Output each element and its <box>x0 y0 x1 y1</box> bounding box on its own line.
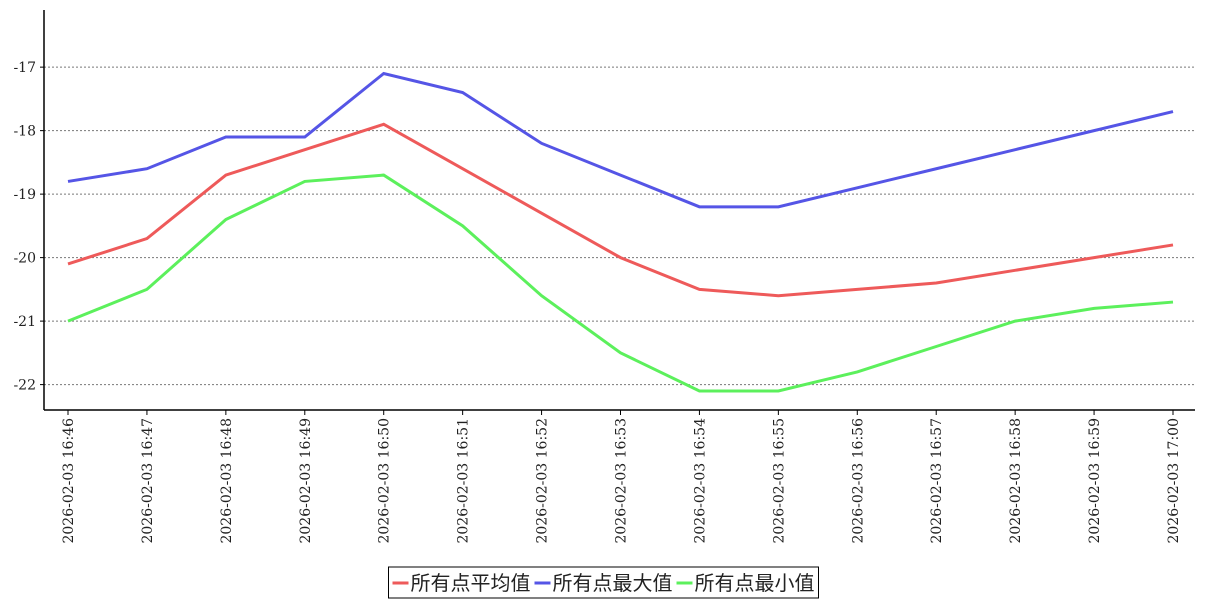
x-tick-label: 2026-02-03 16:50 <box>377 418 393 544</box>
x-tick-label: 2026-02-03 16:54 <box>692 418 708 544</box>
series-line <box>67 173 1174 393</box>
x-tick-label: 2026-02-03 16:49 <box>298 418 314 544</box>
x-tick-label: 2026-02-03 17:00 <box>1166 418 1182 544</box>
y-tick-label: -17 <box>13 60 36 76</box>
x-tick-label: 2026-02-03 16:55 <box>771 418 787 544</box>
legend: 所有点平均值 所有点最大值 所有点最小值 <box>388 566 819 599</box>
y-tick-label: -20 <box>13 251 36 267</box>
series-line <box>67 122 1174 298</box>
legend-label: 所有点最小值 <box>695 571 815 595</box>
x-tick-label: 2026-02-03 16:46 <box>61 418 77 544</box>
x-tick-label: 2026-02-03 16:58 <box>1008 418 1024 544</box>
x-tick-label: 2026-02-03 16:47 <box>140 418 156 544</box>
x-tick-label: 2026-02-03 16:56 <box>850 418 866 544</box>
y-tick-label: -19 <box>13 187 36 203</box>
x-tick-label: 2026-02-03 16:52 <box>535 418 551 544</box>
legend-label: 所有点最大值 <box>553 571 673 595</box>
x-tick-label: 2026-02-03 16:48 <box>219 418 235 544</box>
x-tick-label: 2026-02-03 16:53 <box>614 418 630 544</box>
x-tick-label: 2026-02-03 16:59 <box>1087 418 1103 544</box>
x-tick-label: 2026-02-03 16:57 <box>929 418 945 544</box>
legend-box <box>388 566 819 599</box>
x-tick-label: 2026-02-03 16:51 <box>456 418 472 544</box>
legend-label: 所有点平均值 <box>411 571 531 595</box>
y-tick-label: -21 <box>13 314 36 330</box>
y-tick-label: -22 <box>13 378 36 394</box>
series-line <box>67 71 1174 209</box>
y-tick-label: -18 <box>13 124 36 140</box>
